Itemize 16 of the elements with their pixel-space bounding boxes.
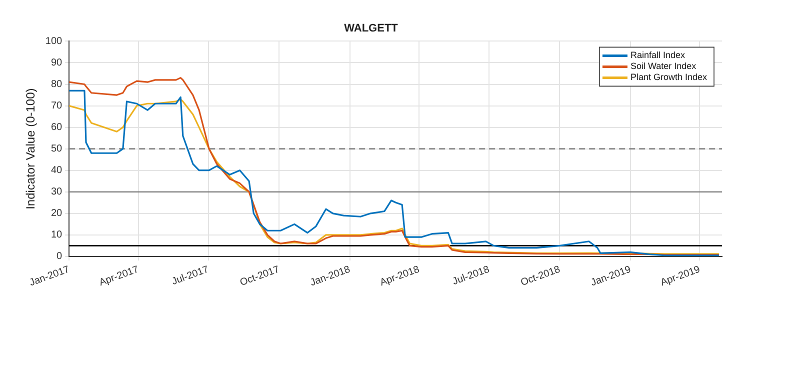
- y-tick-label: 40: [50, 165, 63, 176]
- legend-label: Rainfall Index: [630, 50, 686, 60]
- y-tick-label: 80: [50, 79, 63, 90]
- y-tick-label: 100: [45, 36, 63, 47]
- y-tick-label: 20: [50, 208, 63, 220]
- legend-label: Soil Water Index: [630, 61, 697, 72]
- y-tick-label: 90: [50, 57, 63, 68]
- legend-label: Plant Growth Index: [630, 72, 708, 82]
- y-tick-label: 70: [50, 100, 63, 112]
- y-tick-label: 0: [56, 251, 63, 262]
- y-tick-label: 50: [50, 144, 63, 155]
- chart-title: WALGETT: [344, 22, 398, 35]
- y-axis-title: Indicator Value (0-100): [24, 88, 38, 210]
- y-tick-label: 30: [50, 186, 63, 198]
- y-tick-label: 10: [50, 230, 63, 241]
- y-tick-label: 60: [50, 122, 63, 134]
